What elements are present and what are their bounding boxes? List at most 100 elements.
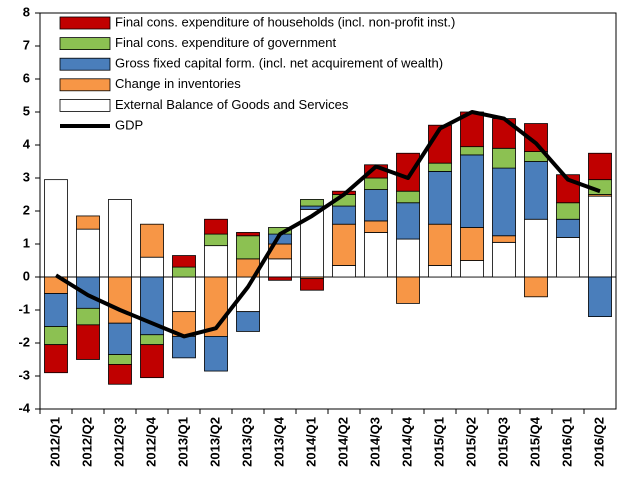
bar-segment: [396, 276, 420, 304]
x-tick-label: 2013/Q1: [175, 417, 190, 467]
bar-segment: [108, 322, 132, 355]
x-tick-label: 2015/Q3: [495, 417, 510, 467]
bar-segment: [268, 276, 292, 281]
y-tick-label: 4: [23, 136, 31, 151]
bar-segment: [492, 241, 516, 278]
x-tick-label: 2013/Q4: [271, 416, 286, 467]
bar-segment: [588, 152, 612, 181]
legend-label: GDP: [115, 117, 143, 132]
x-tick-label: 2015/Q4: [527, 416, 542, 467]
bar-segment: [524, 276, 548, 298]
bar-segment: [76, 324, 100, 360]
y-tick-label: 7: [23, 37, 30, 52]
bar-segment: [76, 228, 100, 278]
bar-segment: [44, 179, 68, 278]
bar-segment: [44, 344, 68, 374]
legend-swatch: [59, 16, 111, 30]
bar-segment: [524, 218, 548, 278]
y-tick-label: 5: [23, 103, 30, 118]
y-tick-label: -1: [18, 301, 30, 316]
bar-segment: [76, 307, 100, 326]
bar-segment: [396, 238, 420, 278]
bar-segment: [428, 223, 452, 266]
x-tick-label: 2012/Q4: [143, 416, 158, 467]
bar-segment: [44, 326, 68, 346]
bar-segment: [140, 223, 164, 258]
gdp-line: [54, 110, 601, 339]
legend-swatch: [59, 57, 111, 71]
bar-segment: [460, 154, 484, 228]
x-tick-label: 2012/Q1: [47, 417, 62, 467]
bar-segment: [428, 162, 452, 172]
bar-segment: [236, 232, 260, 237]
y-tick-label: -4: [18, 400, 30, 415]
bar-segment: [236, 235, 260, 260]
y-tick-label: 2: [23, 202, 30, 217]
y-tick-label: 1: [23, 235, 30, 250]
bar-segment: [108, 276, 132, 324]
bar-segment: [108, 364, 132, 385]
legend-swatch: [59, 99, 111, 112]
x-tick-label: 2016/Q1: [559, 417, 574, 467]
y-tick-label: 0: [23, 268, 30, 283]
bar-segment: [460, 146, 484, 156]
bar-segment: [108, 199, 132, 278]
legend-label: External Balance of Goods and Services: [115, 97, 349, 112]
x-tick-label: 2014/Q2: [335, 417, 350, 467]
legend-swatch: [59, 78, 111, 92]
x-tick-label: 2014/Q1: [303, 417, 318, 467]
bar-segment: [172, 335, 196, 359]
y-tick-label: 8: [23, 4, 30, 19]
bar-segment: [588, 195, 612, 278]
bar-segment: [364, 177, 388, 190]
x-tick-label: 2012/Q2: [79, 417, 94, 467]
bar-segment: [492, 167, 516, 237]
bar-segment: [300, 199, 324, 207]
bar-segment: [588, 276, 612, 317]
x-tick-label: 2013/Q2: [207, 417, 222, 467]
x-tick-label: 2016/Q2: [591, 417, 606, 467]
bar-segment: [524, 123, 548, 153]
y-tick-label: 6: [23, 70, 30, 85]
bar-segment: [364, 189, 388, 222]
bar-segment: [364, 220, 388, 233]
bar-segment: [172, 276, 196, 313]
x-tick-label: 2014/Q4: [399, 416, 414, 467]
bar-segment: [460, 227, 484, 261]
legend-swatch: [59, 37, 111, 50]
legend-label: Change in inventories: [115, 76, 241, 91]
x-tick-label: 2015/Q1: [431, 417, 446, 467]
bar-segment: [556, 236, 580, 278]
bar-segment: [396, 190, 420, 204]
bar-segment: [204, 233, 228, 247]
bar-segment: [140, 256, 164, 278]
y-tick-label: -2: [18, 334, 30, 349]
x-tick-label: 2012/Q3: [111, 417, 126, 467]
bar-segment: [396, 202, 420, 240]
bar-segment: [268, 258, 292, 278]
bar-segment: [492, 235, 516, 243]
bar-segment: [140, 344, 164, 379]
bar-segment: [364, 232, 388, 278]
bar-segment: [108, 354, 132, 365]
x-tick-label: 2014/Q3: [367, 417, 382, 467]
bar-segment: [300, 278, 324, 291]
bar-segment: [44, 293, 68, 327]
bar-segment: [76, 215, 100, 230]
bar-segment: [172, 266, 196, 278]
bar-segment: [332, 223, 356, 266]
x-tick-label: 2015/Q2: [463, 417, 478, 467]
bar-segment: [76, 276, 100, 309]
bar-segment: [492, 147, 516, 169]
bar-segment: [172, 255, 196, 268]
bar-segment: [556, 202, 580, 220]
bar-segment: [460, 260, 484, 278]
bar-segment: [140, 334, 164, 346]
y-tick-label: 3: [23, 169, 30, 184]
legend-label: Final cons. expenditure of government: [115, 35, 337, 50]
bar-segment: [332, 265, 356, 278]
bar-segment: [524, 161, 548, 220]
x-tick-label: 2013/Q3: [239, 417, 254, 467]
legend-label: Gross fixed capital form. (incl. net acq…: [115, 56, 443, 71]
